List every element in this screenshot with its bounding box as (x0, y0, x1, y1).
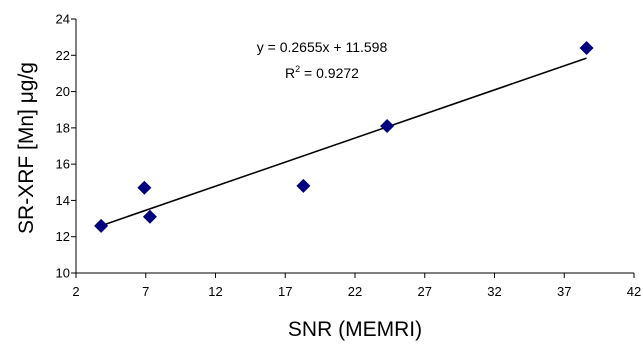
data-point-marker (296, 178, 311, 193)
x-tick-label: 7 (142, 284, 149, 299)
x-tick-label: 32 (487, 284, 501, 299)
data-points (94, 41, 594, 233)
y-axis-title: SR-XRF [Mn] μg/g (15, 62, 38, 234)
equation-label: y = 0.2655x + 11.598 (257, 39, 388, 55)
y-tick-label: 22 (56, 48, 70, 63)
y-tick-label: 20 (56, 84, 70, 99)
axes (75, 19, 634, 274)
x-tick-label: 37 (557, 284, 571, 299)
r-squared-exponent: 2 (295, 64, 300, 74)
x-tick-label: 12 (208, 284, 222, 299)
y-tick-label: 24 (56, 12, 70, 27)
trendline (100, 57, 587, 227)
x-axis-title: SNR (MEMRI) (288, 318, 422, 341)
data-point-marker (579, 41, 594, 56)
y-tick-label: 10 (56, 266, 70, 281)
x-tick-label: 42 (627, 284, 641, 299)
data-point-marker (137, 180, 152, 195)
trendline-group (100, 57, 587, 227)
r-squared-prefix: R (285, 65, 295, 81)
x-tick-label: 22 (348, 284, 362, 299)
regression-annotation: y = 0.2655x + 11.598 R2 = 0.9272 (257, 39, 388, 81)
y-tick-label: 16 (56, 157, 70, 172)
r-squared-label: R2 = 0.9272 (285, 64, 359, 81)
x-tick-label: 2 (72, 284, 79, 299)
data-point-marker (142, 209, 157, 224)
x-tick-label: 27 (418, 284, 432, 299)
y-tick-label: 18 (56, 120, 70, 135)
y-tick-label: 14 (56, 193, 70, 208)
r-squared-value: = 0.9272 (300, 65, 359, 81)
y-tick-label: 12 (56, 229, 70, 244)
y-axis-ticks: 10 12 14 16 18 20 22 24 (56, 12, 76, 281)
x-tick-label: 17 (278, 284, 292, 299)
data-point-marker (94, 218, 109, 233)
data-point-marker (380, 119, 395, 134)
x-axis-ticks: 2 7 12 17 22 27 32 37 42 (72, 273, 641, 299)
